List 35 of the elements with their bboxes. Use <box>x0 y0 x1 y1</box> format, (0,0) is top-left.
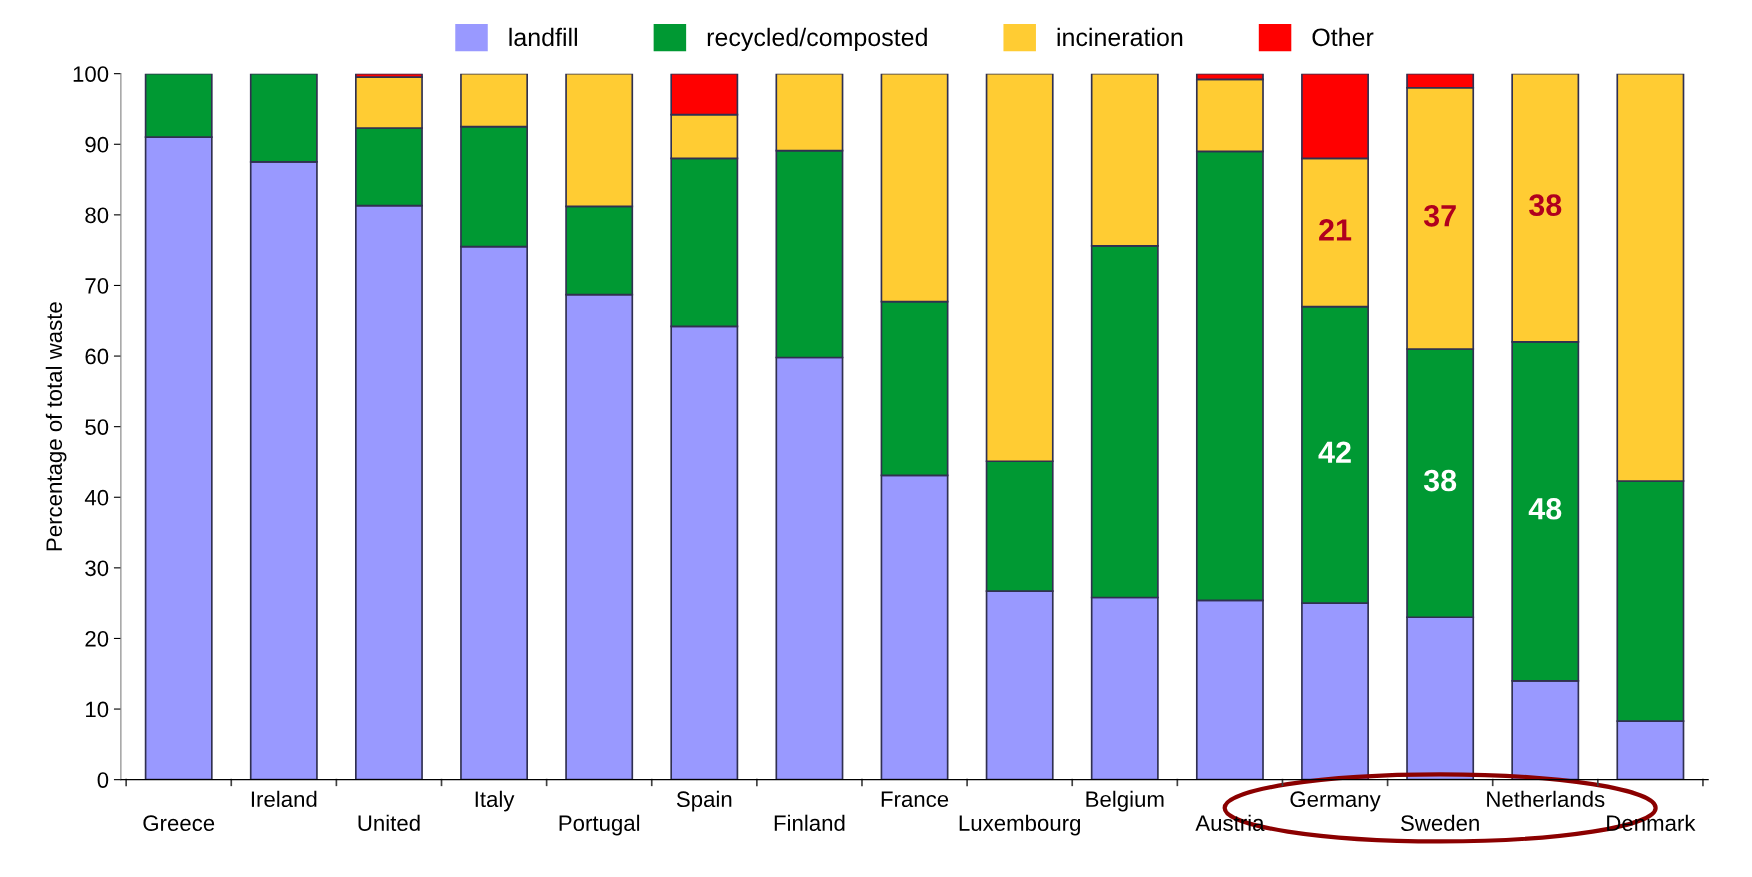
y-tick-label: 20 <box>85 630 109 647</box>
y-tick-label: 100 <box>73 66 109 82</box>
y-tick-label: 40 <box>84 489 109 506</box>
x-tick-label: France <box>881 791 949 808</box>
x-tick-label: Finland <box>774 814 845 832</box>
data-label: 48 <box>1528 497 1562 520</box>
y-tick-label: 60 <box>85 348 109 365</box>
y-tick-label: 90 <box>85 136 109 153</box>
data-label: 21 <box>1319 219 1352 241</box>
data-label: 38 <box>1528 194 1562 217</box>
y-tick-label: 80 <box>85 207 109 224</box>
y-axis-title: Percentage of total waste <box>45 302 67 551</box>
y-tick-label: 30 <box>85 560 109 577</box>
x-tick-label: Italy <box>475 790 515 812</box>
data-label: 42 <box>1318 441 1351 463</box>
y-tick-label: 10 <box>86 701 109 718</box>
data-label: 38 <box>1423 469 1457 492</box>
legend-label: incineration <box>1057 27 1183 47</box>
x-tick-label: Spain <box>676 790 732 812</box>
legend-label: recycled/composted <box>707 27 927 52</box>
data-label: 37 <box>1423 204 1456 227</box>
x-tick-label: Germany <box>1290 791 1381 812</box>
legend-label: landfill <box>509 27 577 47</box>
y-tick-label: 0 <box>97 772 109 788</box>
x-tick-label: Sweden <box>1401 814 1479 832</box>
x-tick-label: Luxembourg <box>959 814 1081 836</box>
x-tick-label: Netherlands <box>1487 790 1605 808</box>
y-tick-label: 50 <box>85 419 109 435</box>
x-tick-label: Ireland <box>251 790 317 808</box>
x-tick-label: United <box>358 814 420 832</box>
x-tick-label: Portugal <box>559 814 640 836</box>
y-tick-label: 70 <box>85 278 109 294</box>
legend-label: Other <box>1312 27 1374 47</box>
x-tick-label: Belgium <box>1086 790 1164 812</box>
x-tick-label: Greece <box>143 815 215 832</box>
